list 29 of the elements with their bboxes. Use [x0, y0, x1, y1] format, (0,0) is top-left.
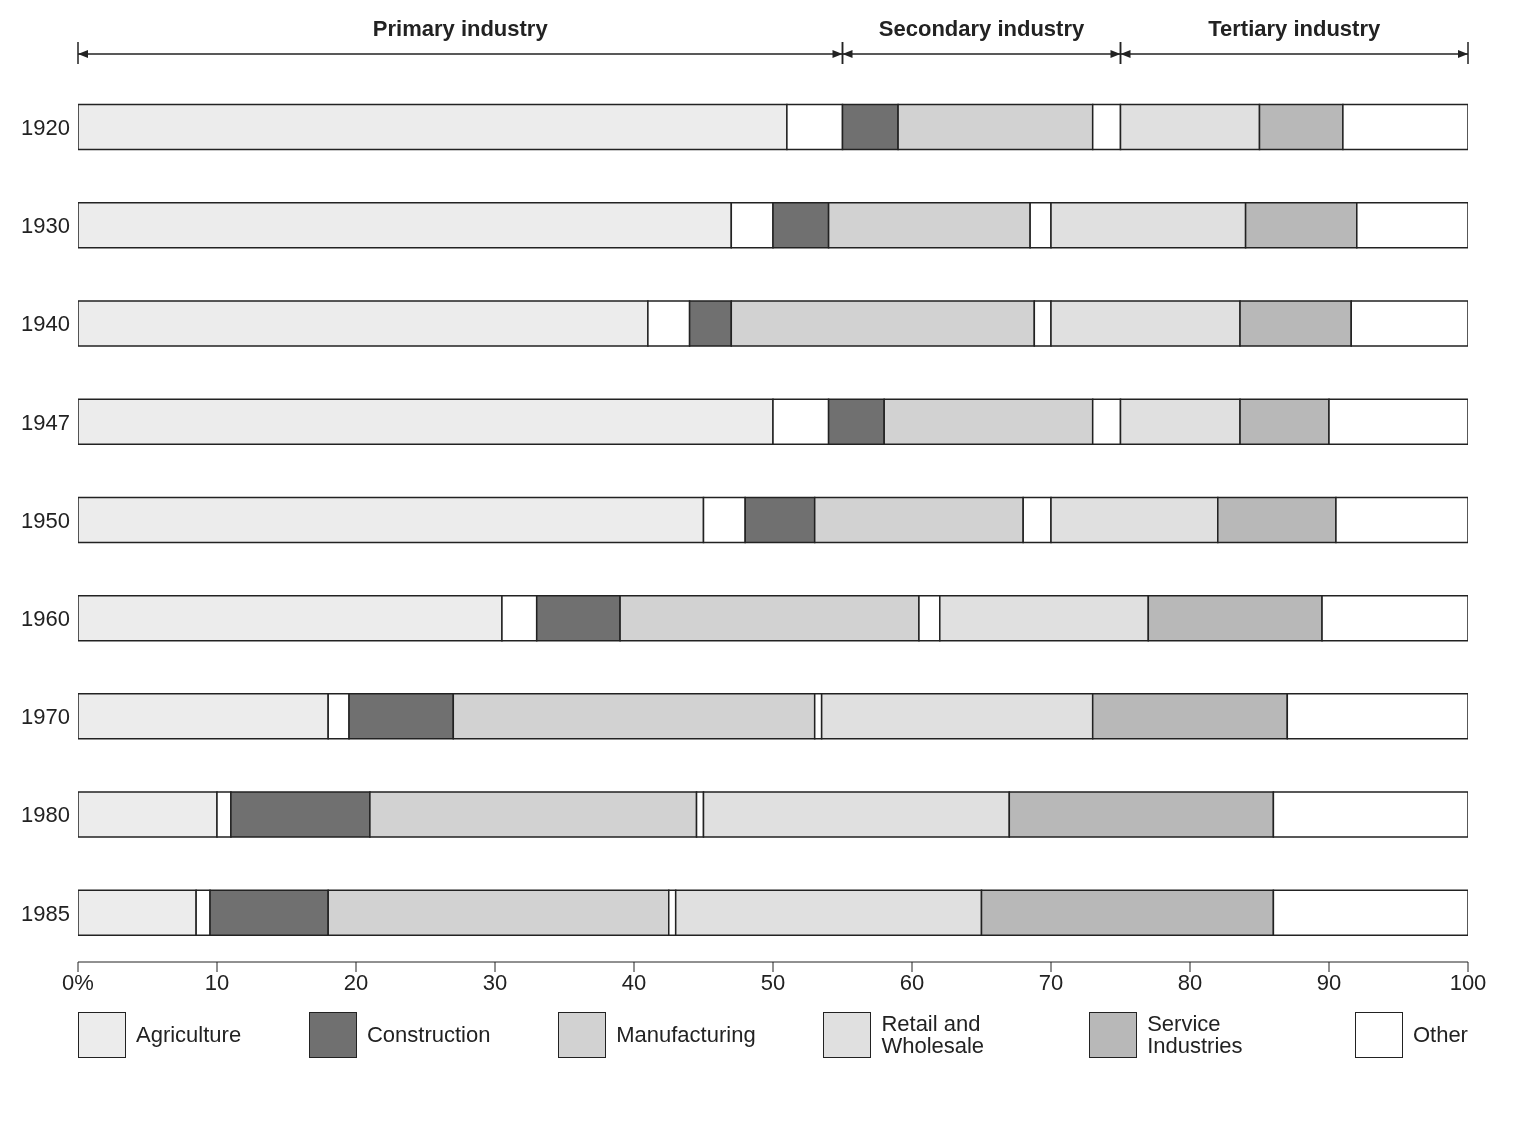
x-tick-label: 80 — [1177, 969, 1203, 995]
text: Primary industry — [371, 16, 549, 42]
y-tick-label: 1980 — [21, 802, 70, 828]
text: Tertiary industry — [1207, 16, 1382, 42]
legend-label: Other — [1412, 1022, 1468, 1047]
y-tick-label: 1960 — [21, 606, 70, 632]
text: Secondary industry — [877, 16, 1086, 42]
x-tick-label: 100 — [1449, 969, 1487, 995]
legend-label: Manufacturing — [616, 1022, 756, 1047]
y-tick-label: 1970 — [21, 704, 70, 730]
y-tick-label: 1940 — [21, 311, 70, 337]
x-tick-label: 90 — [1316, 969, 1342, 995]
legend-label: Retail and Wholesale — [881, 1011, 986, 1058]
x-tick-label: 20 — [343, 969, 369, 995]
x-tick-label: 50 — [760, 969, 786, 995]
y-tick-label: 1920 — [21, 114, 70, 140]
x-tick-label: 30 — [482, 969, 508, 995]
x-tick-label: 70 — [1038, 969, 1064, 995]
y-tick-label: 1930 — [21, 213, 70, 239]
y-tick-label: 1947 — [21, 409, 70, 435]
y-tick-label: 1985 — [21, 900, 70, 926]
x-tick-label: 40 — [621, 969, 647, 995]
x-tick-label: 60 — [899, 969, 925, 995]
x-tick-label: 0% — [62, 969, 94, 995]
y-tick-label: 1950 — [21, 507, 70, 533]
legend-label: Service Industries — [1147, 1011, 1244, 1058]
legend-label: Agriculture — [136, 1022, 242, 1047]
legend-label: Construction — [366, 1022, 491, 1047]
x-tick-label: 10 — [204, 969, 230, 995]
